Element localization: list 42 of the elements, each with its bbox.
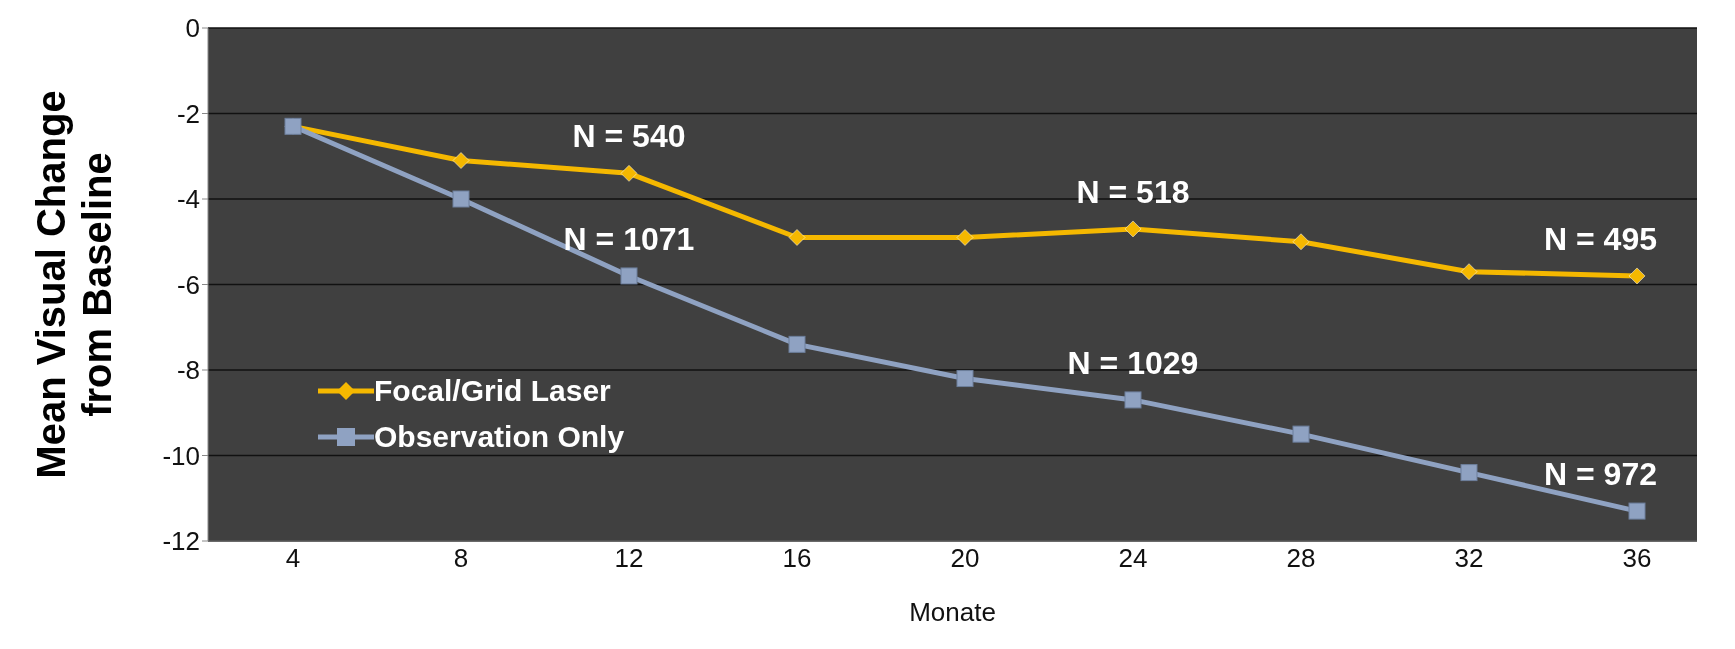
point [788,335,806,353]
point [1460,464,1478,482]
x-tick-label: 12 [614,543,644,574]
annotation: N = 1071 [563,220,695,257]
point [452,190,470,208]
point [620,267,638,285]
point [1628,502,1646,520]
x-tick-label: 24 [1118,543,1148,574]
x-tick-label: 32 [1454,543,1484,574]
point [1460,263,1478,280]
annotation: N = 518 [1076,173,1190,210]
point [956,229,974,246]
y-tick-label: -2 [176,98,200,129]
annotation: N = 972 [1544,456,1657,493]
y-tick-label: 0 [185,13,200,44]
y-tick-label: -12 [162,526,200,557]
point [788,229,806,246]
legend-label: Observation Only [374,420,625,454]
point [1124,220,1142,238]
y-tick-label: -6 [176,269,200,300]
y-tick-label: -8 [176,355,200,386]
x-tick-label: 16 [782,543,812,574]
annotation: N = 1029 [1067,344,1199,381]
point [1292,233,1310,250]
annotation: N = 495 [1544,220,1657,257]
point [1124,391,1142,409]
point [452,152,470,169]
point [1628,267,1646,285]
point [1292,425,1310,443]
x-tick-label: 8 [453,543,469,574]
y-axis-title: Mean Visual Change from Baseline [29,90,119,479]
annotation: N = 540 [572,118,686,155]
x-tick-label: 36 [1622,543,1652,574]
legend-label: Focal/Grid Laser [374,374,611,408]
point [956,370,974,388]
x-tick-label: 20 [950,543,980,574]
x-tick-label: 28 [1286,543,1316,574]
x-tick-label: 4 [285,543,301,574]
y-tick-label: -10 [162,440,200,471]
y-tick-label: -4 [176,184,200,215]
x-axis-title: Monate [909,597,996,627]
point [620,165,638,182]
